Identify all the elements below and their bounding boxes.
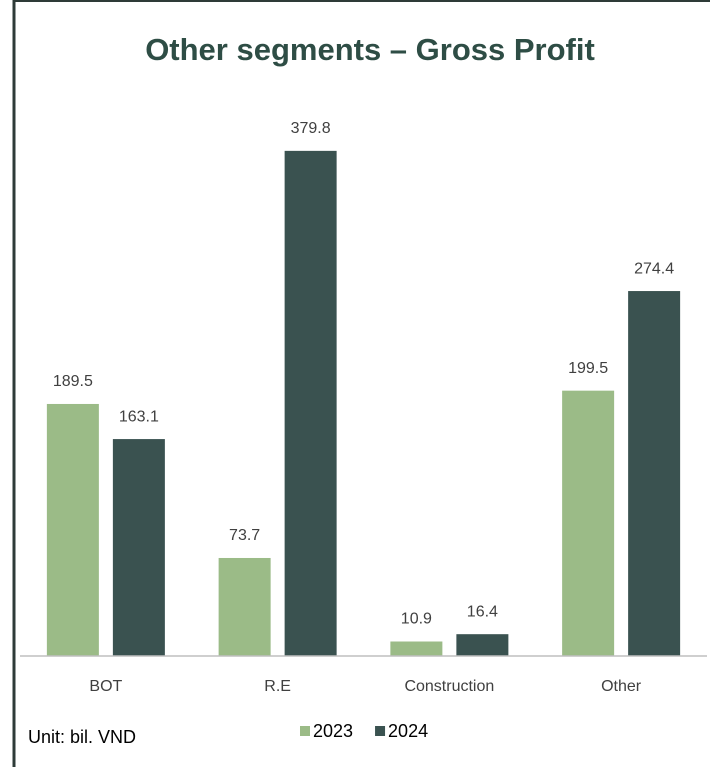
- bar: [562, 390, 615, 656]
- legend-swatch: [300, 726, 310, 736]
- chart-title: Other segments – Gross Profit: [145, 32, 595, 67]
- legend-label: 2023: [313, 721, 353, 741]
- legend-swatch: [375, 726, 386, 736]
- value-label: 16.4: [467, 603, 498, 620]
- x-tick-label: Other: [601, 678, 642, 695]
- value-label: 10.9: [401, 611, 432, 628]
- bar: [112, 439, 165, 656]
- legend-label: 2024: [388, 721, 428, 741]
- value-label: 274.4: [634, 260, 674, 277]
- value-label: 189.5: [53, 373, 93, 390]
- x-tick-label: BOT: [89, 678, 122, 695]
- value-label: 379.8: [291, 120, 331, 137]
- value-label: 163.1: [119, 408, 159, 425]
- annotation: Unit: bil. VND: [28, 727, 136, 747]
- bar: [390, 641, 443, 656]
- bar: [46, 403, 99, 656]
- bar: [284, 150, 337, 656]
- bar: [218, 557, 271, 656]
- x-tick-label: Construction: [404, 678, 494, 695]
- bar: [456, 634, 509, 656]
- value-label: 199.5: [568, 360, 608, 377]
- x-tick-label: R.E: [264, 678, 291, 695]
- bar: [628, 291, 681, 656]
- value-label: 73.7: [229, 527, 260, 544]
